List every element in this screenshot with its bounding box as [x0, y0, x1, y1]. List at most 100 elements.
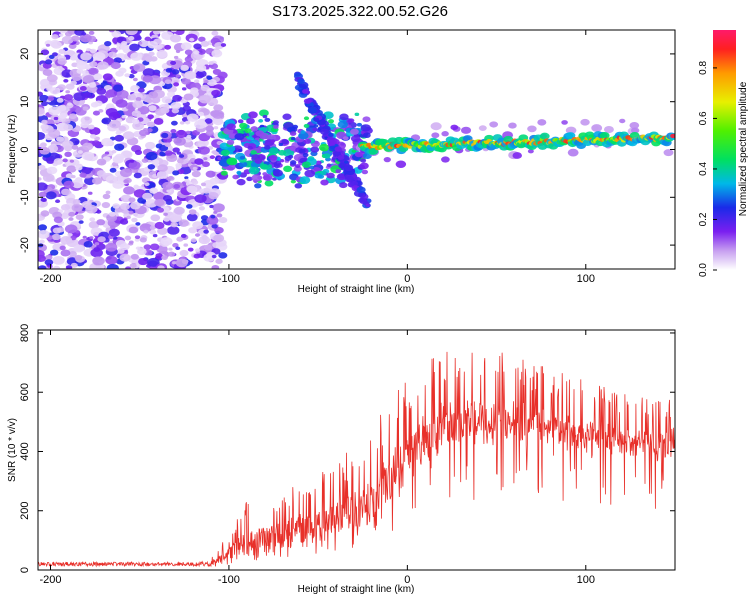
y-tick-label: 800 [19, 324, 31, 342]
spectrogram-cell [108, 228, 120, 237]
spectrogram-cell [184, 120, 191, 125]
spectrogram-cell [68, 211, 76, 217]
spectrogram-cell [167, 225, 180, 235]
spectrogram-cell [168, 247, 173, 251]
spectrogram-cell [128, 226, 139, 234]
spectrogram-cell [278, 149, 287, 156]
spectrogram-cell [89, 217, 96, 222]
spectrogram-cell [38, 265, 47, 269]
spectrogram-cell [317, 174, 325, 179]
spectrogram-cell [53, 158, 64, 165]
spectrogram-cell [298, 131, 309, 140]
spectrogram-cell [328, 119, 335, 124]
spectrogram-cell [175, 50, 181, 54]
spectrogram-cell [141, 158, 149, 163]
spectrogram-cell [354, 112, 360, 117]
spectrogram-cell [361, 169, 369, 175]
spectrogram-cell [145, 199, 158, 208]
spectrogram-cell [71, 203, 83, 212]
spectrogram-cell [178, 154, 185, 158]
spectrogram-cell [82, 142, 94, 151]
spectrogram-cell [115, 239, 127, 248]
spectrogram-cell [204, 118, 213, 124]
spectrogram-cell [431, 132, 440, 139]
spectrogram-cell [211, 89, 221, 97]
spectrogram-cell [211, 30, 219, 36]
spectrogram-cell [203, 244, 213, 251]
spectrogram-cell [133, 212, 139, 217]
spectrogram-cell [258, 119, 264, 123]
spectrogram-cell [164, 44, 172, 50]
spectrogram-cell [91, 177, 103, 185]
spectrogram-cell [213, 126, 219, 130]
x-tick-label: -200 [39, 574, 61, 586]
spectrogram-cell [441, 131, 449, 137]
spectrogram-cell [128, 73, 135, 79]
snr-x-axis: -200 -100 0 100 [39, 330, 595, 586]
spectrogram-cell [72, 199, 81, 205]
spectrogram-cell [128, 197, 136, 203]
spectrogram-cell [104, 93, 110, 97]
spectrogram-cell [304, 169, 316, 178]
spectrogram-cell [105, 242, 118, 252]
y-tick-label: 20 [19, 48, 31, 60]
spectrogram-cell [56, 136, 65, 143]
spectrogram-cell [125, 266, 132, 269]
spectrogram-cell [59, 113, 68, 119]
spectrogram-cell [255, 130, 265, 137]
spectrogram-cell [603, 125, 614, 134]
spectrogram-cell [344, 160, 349, 164]
spectrogram-cell [69, 159, 75, 163]
spectrogram-cell [98, 109, 104, 113]
spectrogram-cell [226, 123, 236, 131]
spectrogram-cell [450, 124, 459, 131]
spectrogram-cell [39, 239, 45, 244]
spectrogram-cell [101, 137, 113, 147]
spectrogram-cell [56, 97, 64, 103]
spectrogram-cell [113, 84, 124, 92]
spectrogram-cell [124, 73, 130, 78]
spectrogram-cell [218, 216, 228, 224]
spectrogram-cell [190, 238, 197, 243]
spectrogram-cell [96, 170, 106, 177]
spectrogram-cell [44, 59, 53, 65]
spectrogram-cell [134, 149, 143, 155]
spectrogram-cell [283, 165, 293, 173]
spectrogram-cell [358, 197, 365, 203]
spectrogram-cell [197, 48, 206, 55]
spectrogram-cell [122, 131, 135, 140]
spectrogram-cell [190, 87, 199, 94]
spectrogram-cell [128, 161, 141, 170]
spectrogram-cell [211, 264, 220, 269]
spectrogram-cell [101, 202, 111, 209]
spectrogram-cell [307, 106, 318, 114]
spectrogram-cell [129, 159, 135, 163]
spectrogram-cell [202, 161, 210, 168]
spectrogram-cell [342, 136, 349, 141]
spectrogram-cell [131, 110, 142, 117]
spectrogram-cell [179, 249, 189, 257]
spectrogram-cell [180, 233, 187, 238]
spectrogram-cell [130, 253, 139, 260]
spectrogram-cell [93, 73, 103, 80]
spectrogram-cell [52, 227, 62, 234]
spectrogram-cell [302, 89, 309, 94]
spectrogram-cell [234, 133, 245, 141]
spectrogram-cell [194, 158, 204, 165]
spectrogram-cell [60, 236, 73, 245]
spectrogram-cell [580, 118, 590, 126]
spectrogram-cell [171, 69, 180, 75]
spectrogram-cell [73, 244, 85, 253]
spectrogram-cell [264, 180, 274, 187]
spectrogram-cell [68, 113, 77, 120]
spectrogram-cell [290, 160, 297, 165]
spectrogram-cell [144, 36, 152, 42]
spectrogram-cell [170, 101, 182, 110]
spectrogram-cell [81, 151, 95, 161]
spectrogram-cell [313, 124, 319, 128]
spectrogram-cell [164, 142, 172, 148]
spectrogram-cell [320, 170, 327, 176]
spectrogram-cell [90, 248, 103, 258]
y-tick-label: -20 [19, 237, 31, 253]
